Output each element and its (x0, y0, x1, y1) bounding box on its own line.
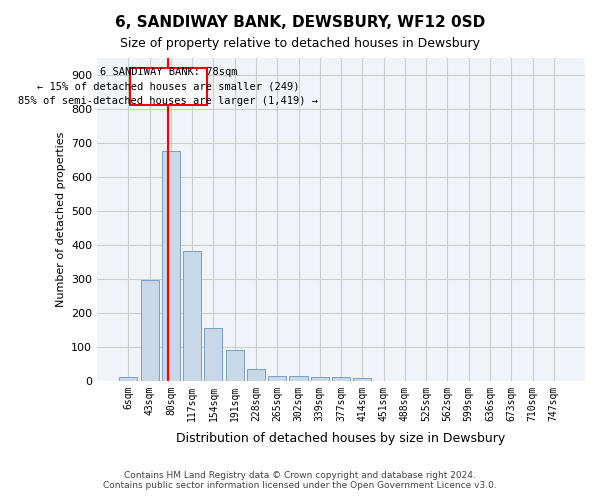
Bar (205, 328, 223, 381)
Bar (183, 252, 201, 381)
Bar (268, 376, 286, 381)
X-axis label: Distribution of detached houses by size in Dewsbury: Distribution of detached houses by size … (176, 432, 506, 445)
Bar (247, 369, 265, 381)
Y-axis label: Number of detached properties: Number of detached properties (56, 132, 65, 307)
Bar (226, 350, 244, 381)
Text: 6 SANDIWAY BANK: 78sqm
← 15% of detached houses are smaller (249)
85% of semi-de: 6 SANDIWAY BANK: 78sqm ← 15% of detached… (19, 66, 319, 106)
Bar (140, 280, 158, 381)
Text: Contains HM Land Registry data © Crown copyright and database right 2024.
Contai: Contains HM Land Registry data © Crown c… (103, 470, 497, 490)
Text: 6, SANDIWAY BANK, DEWSBURY, WF12 0SD: 6, SANDIWAY BANK, DEWSBURY, WF12 0SD (115, 15, 485, 30)
Bar (289, 376, 308, 381)
Bar (119, 378, 137, 381)
Bar (162, 151, 180, 381)
Bar (311, 378, 329, 381)
Text: Size of property relative to detached houses in Dewsbury: Size of property relative to detached ho… (120, 38, 480, 51)
FancyBboxPatch shape (130, 68, 206, 105)
Bar (353, 378, 371, 381)
Bar (332, 378, 350, 381)
